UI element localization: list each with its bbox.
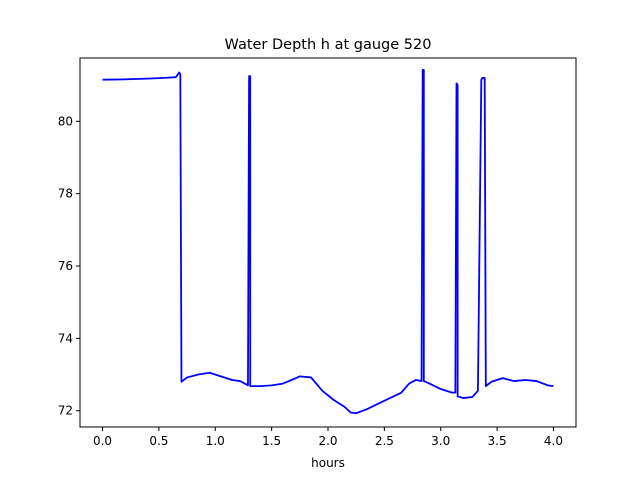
y-axis-ticks: 72 74 76 78 80 [58, 114, 80, 418]
y-tick-label: 72 [58, 404, 73, 418]
x-tick-label: 2.5 [375, 434, 394, 448]
x-tick-label: 0.0 [93, 434, 112, 448]
x-tick-label: 3.5 [488, 434, 507, 448]
x-tick-label: 4.0 [544, 434, 563, 448]
x-tick-label: 0.5 [149, 434, 168, 448]
y-tick-label: 74 [58, 331, 73, 345]
y-tick-label: 76 [58, 259, 73, 273]
chart-title: Water Depth h at gauge 520 [225, 37, 432, 53]
x-tick-label: 1.5 [262, 434, 281, 448]
plot-frame [79, 57, 577, 428]
x-axis-ticks: 0.0 0.5 1.0 1.5 2.0 2.5 3.0 3.5 4.0 [93, 427, 563, 448]
x-tick-label: 2.0 [318, 434, 337, 448]
y-tick-label: 80 [58, 114, 73, 128]
x-axis-label: hours [311, 456, 345, 470]
x-tick-label: 3.0 [431, 434, 450, 448]
y-tick-label: 78 [58, 187, 73, 201]
x-tick-label: 1.0 [206, 434, 225, 448]
water-depth-line [102, 69, 554, 415]
